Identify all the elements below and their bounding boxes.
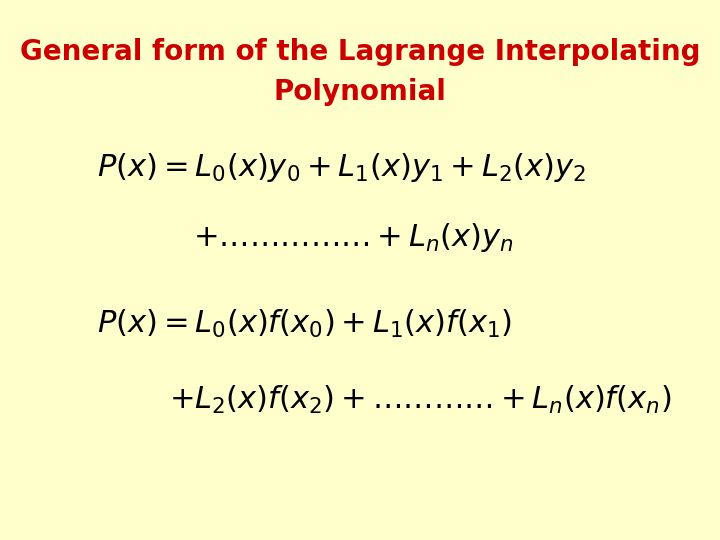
Text: $P(x)= L_0(x)y_0 + L_1(x)y_1 + L_2(x)y_2$: $P(x)= L_0(x)y_0 + L_1(x)y_1 + L_2(x)y_2… bbox=[97, 151, 586, 184]
Text: $+\ldots\ldots\ldots\ldots\ldots+ L_n(x)y_n$: $+\ldots\ldots\ldots\ldots\ldots+ L_n(x)… bbox=[193, 221, 513, 254]
Text: General form of the Lagrange Interpolating: General form of the Lagrange Interpolati… bbox=[19, 38, 701, 66]
Text: Polynomial: Polynomial bbox=[274, 78, 446, 106]
Text: $+ L_2(x)f(x_2)+\ldots\ldots\ldots\ldots+ L_n(x)f(x_n)$: $+ L_2(x)f(x_2)+\ldots\ldots\ldots\ldots… bbox=[168, 383, 671, 415]
Text: $P(x)= L_0(x)f(x_0)+ L_1(x)f(x_1)$: $P(x)= L_0(x)f(x_0)+ L_1(x)f(x_1)$ bbox=[97, 308, 512, 340]
